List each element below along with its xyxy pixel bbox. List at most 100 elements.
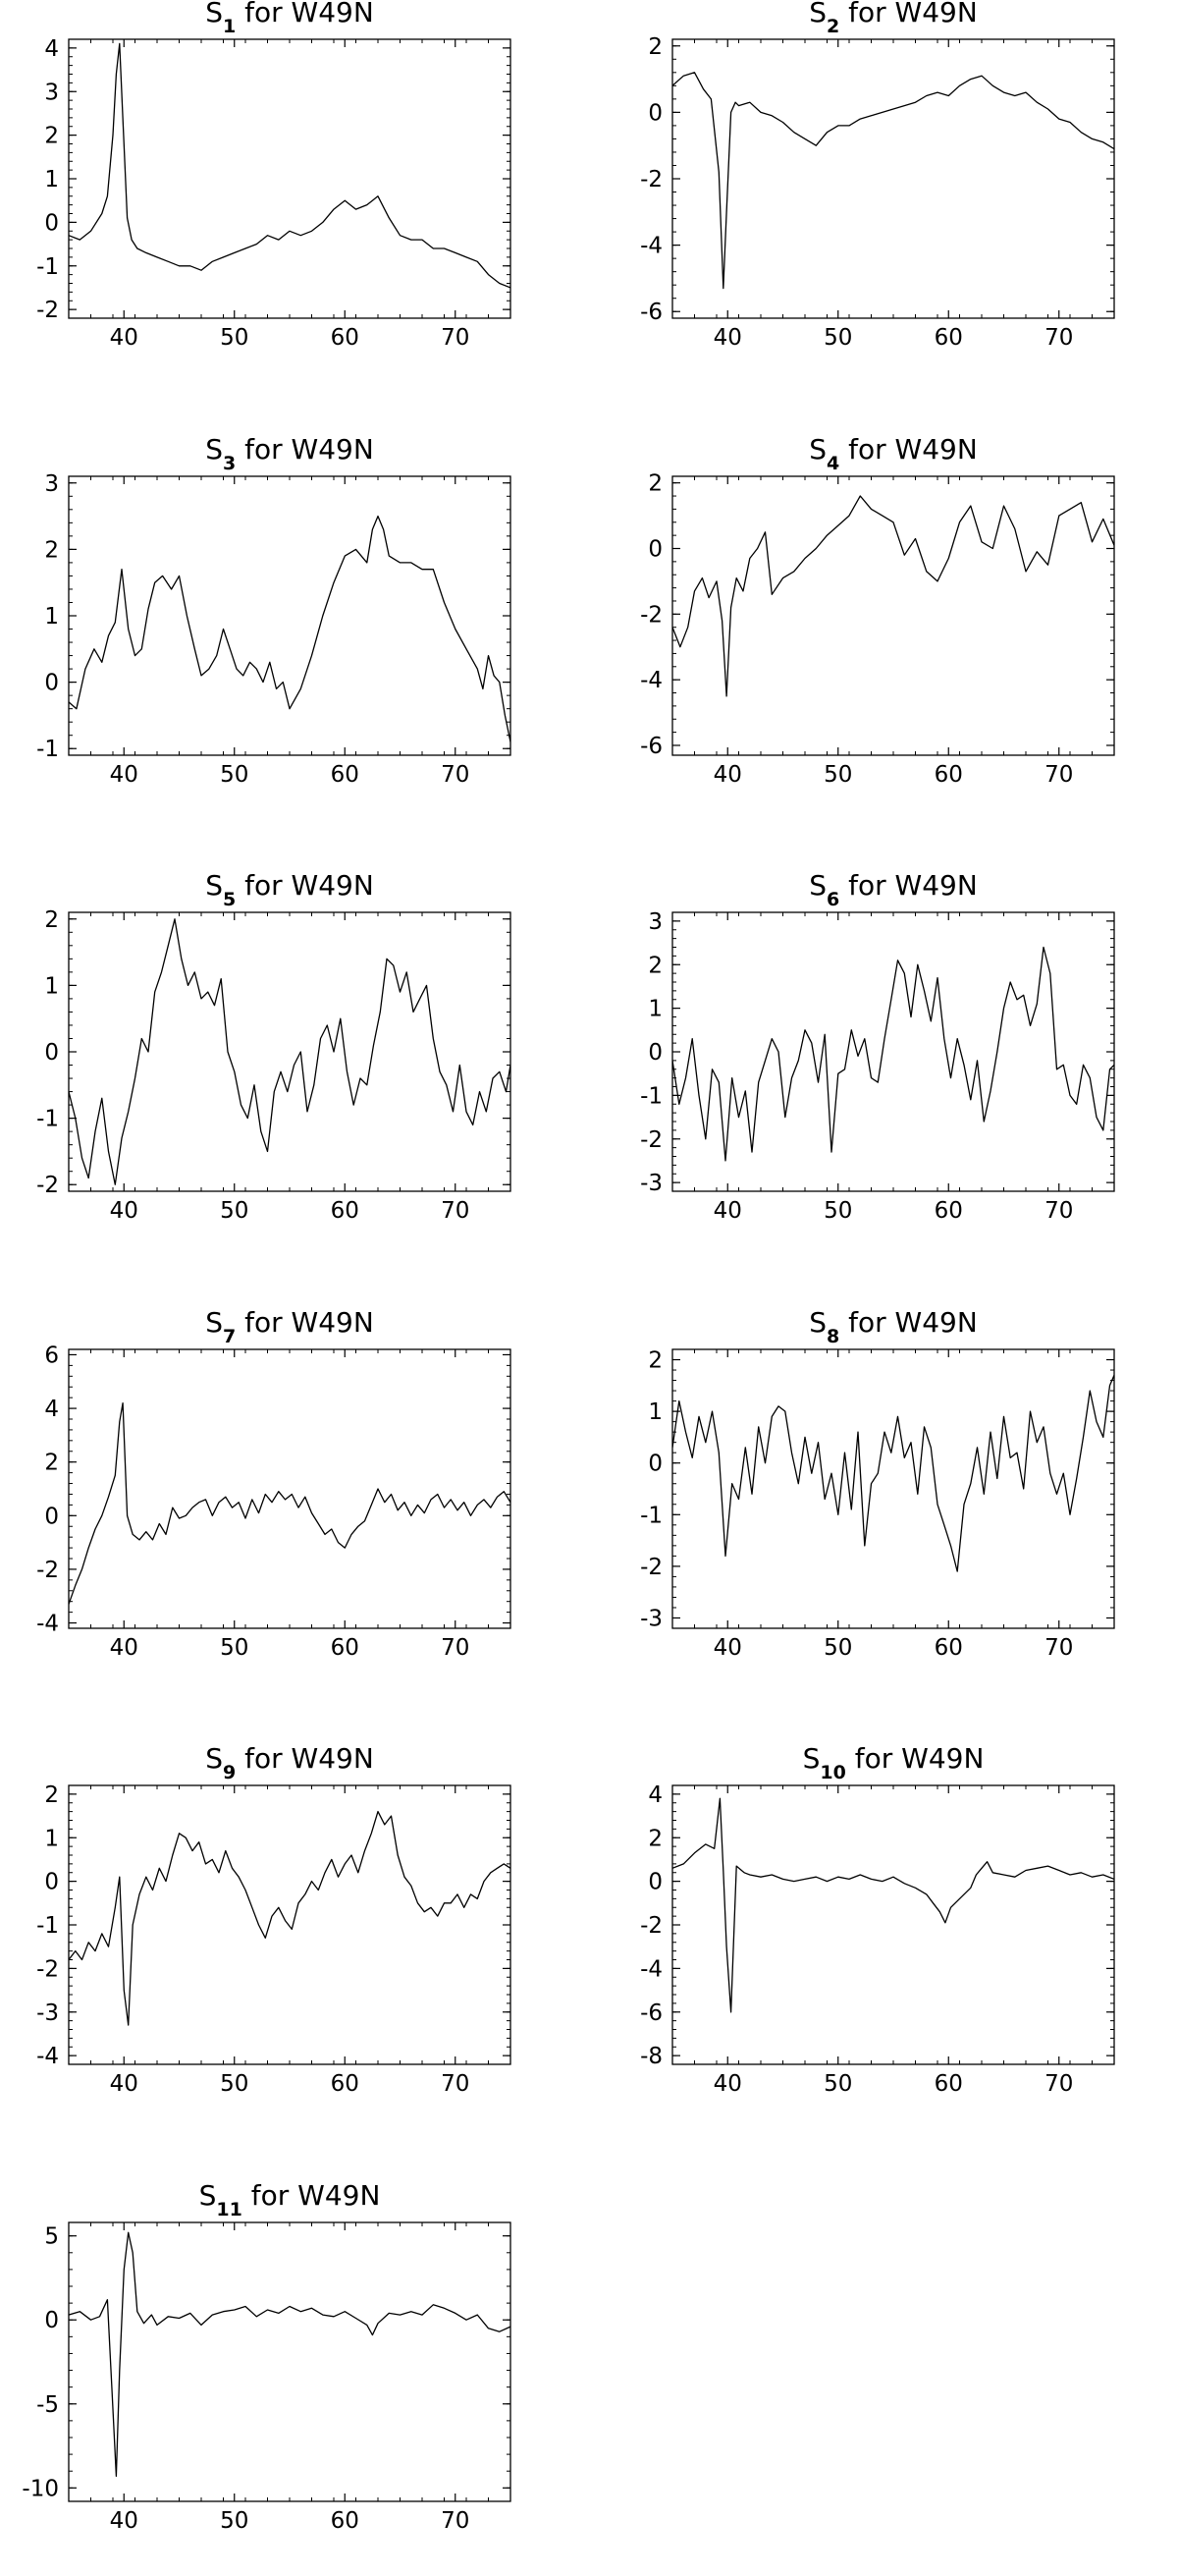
chart-panel-4: S4 for W49N 40 50 60 70 -6 -4 -2 0 2 [604, 433, 1153, 830]
y-tick-label: -4 [640, 234, 663, 259]
x-tick-label: 40 [110, 1198, 138, 1224]
y-tick-label: -8 [640, 2044, 663, 2069]
y-tick-label: -2 [640, 167, 663, 192]
x-tick-label: 70 [441, 2508, 469, 2534]
y-tick-label: 2 [44, 537, 59, 563]
chart-panel-7: S7 for W49N 40 50 60 70 -4 -2 0 2 4 6 [0, 1306, 550, 1703]
plot-frame [68, 1784, 511, 2065]
x-tick-label: 60 [935, 325, 963, 351]
y-tick-label: 1 [44, 604, 59, 630]
chart-title: S1 for W49N [205, 0, 374, 37]
x-tick-label: 70 [441, 2071, 469, 2097]
y-tick-label: 2 [44, 124, 59, 149]
x-tick-label: 60 [331, 1198, 359, 1224]
chart-svg: S10 for W49N 40 50 60 70 -8 -6 -4 -2 0 2 4 [640, 1742, 1115, 2097]
title-subscript: 7 [223, 1326, 236, 1347]
title-main: S [809, 869, 827, 902]
x-tick-label: 40 [110, 762, 138, 788]
y-tick-label: -6 [640, 2001, 663, 2026]
title-subscript: 11 [216, 2199, 241, 2220]
x-tick-label: 70 [1044, 2071, 1073, 2097]
title-subscript: 1 [223, 16, 236, 37]
x-tick-label: 70 [1044, 1198, 1073, 1224]
y-tick-label: 2 [648, 1826, 663, 1851]
x-tick-label: 50 [220, 2508, 248, 2534]
y-tick-label: 2 [44, 907, 59, 933]
title-suffix: for W49N [839, 433, 978, 466]
y-tick-label: -1 [36, 254, 59, 280]
chart-panel-5: S5 for W49N 40 50 60 70 -2 -1 0 1 2 [0, 869, 550, 1266]
plot-frame [671, 1784, 1115, 2065]
title-main: S [199, 2179, 217, 2212]
y-tick-label: -10 [22, 2476, 59, 2501]
chart-panel-3: S3 for W49N 40 50 60 70 -1 0 1 2 3 [0, 433, 550, 830]
y-tick-label: 2 [648, 470, 663, 496]
y-tick-label: 1 [648, 997, 663, 1022]
y-tick-label: -6 [640, 733, 663, 758]
y-tick-label: 0 [44, 670, 59, 695]
y-tick-label: 4 [44, 1397, 59, 1422]
chart-title: S3 for W49N [205, 433, 374, 474]
title-subscript: 9 [223, 1762, 236, 1783]
chart-svg: S9 for W49N 40 50 60 70 -4 -3 -2 -1 0 1 2 [36, 1742, 511, 2097]
x-tick-label: 60 [331, 2071, 359, 2097]
chart-title: S6 for W49N [809, 869, 978, 910]
y-tick-label: -4 [36, 2044, 59, 2069]
y-tick-label: 1 [44, 1826, 59, 1851]
x-tick-label: 40 [110, 325, 138, 351]
y-tick-label: 2 [648, 953, 663, 978]
plot-frame [68, 911, 511, 1192]
plot-frame [68, 2220, 511, 2502]
x-tick-label: 40 [714, 1198, 742, 1224]
x-tick-label: 60 [331, 1635, 359, 1661]
y-tick-label: 0 [648, 536, 663, 562]
series-line [672, 1374, 1114, 1572]
y-tick-label: -2 [640, 602, 663, 628]
y-tick-label: -1 [36, 1913, 59, 1939]
title-main: S [205, 433, 223, 466]
title-subscript: 3 [223, 453, 236, 474]
title-suffix: for W49N [236, 1306, 374, 1339]
title-suffix: for W49N [242, 2179, 381, 2212]
y-tick-label: -1 [36, 737, 59, 762]
y-tick-label: -1 [640, 1503, 663, 1528]
plot-frame [671, 38, 1115, 319]
y-tick-label: -2 [36, 298, 59, 323]
title-suffix: for W49N [236, 433, 374, 466]
x-tick-label: 70 [441, 762, 469, 788]
x-tick-label: 40 [110, 1635, 138, 1661]
title-suffix: for W49N [236, 1742, 374, 1775]
x-tick-label: 50 [824, 2071, 852, 2097]
x-tick-label: 60 [935, 2071, 963, 2097]
y-tick-label: -2 [36, 1557, 59, 1582]
chart-svg: S5 for W49N 40 50 60 70 -2 -1 0 1 2 [36, 869, 511, 1224]
y-tick-label: -4 [36, 1611, 59, 1636]
series-line [672, 946, 1114, 1162]
title-suffix: for W49N [236, 869, 374, 902]
title-main: S [809, 433, 827, 466]
y-tick-label: -1 [640, 1083, 663, 1109]
y-tick-label: 0 [648, 1870, 663, 1895]
plot-frame [671, 911, 1115, 1192]
y-tick-label: 0 [648, 1451, 663, 1476]
y-tick-label: 0 [648, 1040, 663, 1066]
y-tick-label: -2 [36, 1956, 59, 1982]
y-tick-label: 0 [44, 1870, 59, 1895]
x-tick-label: 60 [935, 1198, 963, 1224]
x-tick-label: 50 [824, 325, 852, 351]
series-line [69, 1401, 510, 1605]
title-suffix: for W49N [839, 869, 978, 902]
chart-panel-8: S8 for W49N 40 50 60 70 -3 -2 -1 0 1 2 [604, 1306, 1153, 1703]
chart-title: S8 for W49N [809, 1306, 978, 1347]
plot-frame [68, 38, 511, 319]
x-tick-label: 40 [714, 1635, 742, 1661]
chart-panel-2: S2 for W49N 40 50 60 70 -6 -4 -2 0 2 [604, 0, 1153, 393]
series-line [69, 1810, 510, 2026]
y-tick-label: -2 [640, 1913, 663, 1939]
y-tick-label: 4 [44, 36, 59, 62]
series-line [672, 1797, 1114, 2013]
y-tick-label: -1 [36, 1107, 59, 1132]
y-tick-label: 3 [44, 470, 59, 496]
